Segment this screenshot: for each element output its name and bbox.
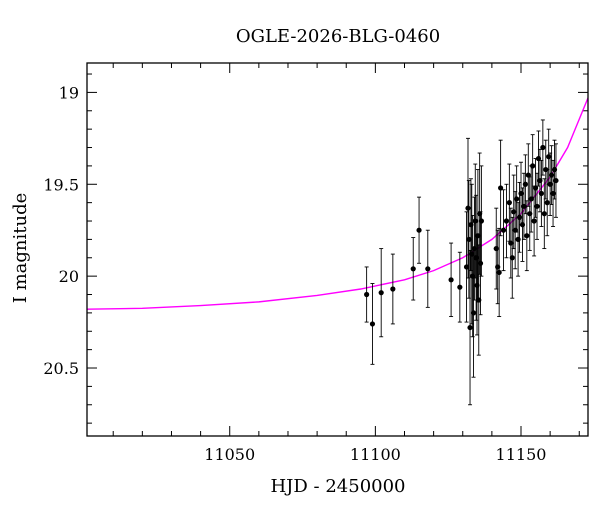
y-tick-label: 20 [59, 267, 79, 286]
data-point [472, 218, 478, 224]
data-point [466, 236, 472, 242]
data-point [544, 200, 550, 206]
data-point [369, 321, 376, 327]
data-point [378, 290, 384, 296]
data-point [498, 185, 504, 191]
data-point [540, 144, 546, 151]
model-curve [87, 97, 588, 310]
data-point [506, 200, 512, 206]
y-axis-label: I magnitude [10, 193, 31, 304]
data-point [514, 196, 520, 202]
data-point [448, 277, 454, 283]
data-point [541, 211, 547, 217]
data-point [465, 205, 471, 211]
data-point [478, 218, 484, 224]
data-point [477, 260, 484, 266]
data-point [364, 291, 370, 298]
x-tick-label: 11100 [350, 445, 401, 464]
data-point [525, 172, 531, 178]
y-tick-label: 19.5 [43, 175, 79, 194]
x-tick-label: 11150 [496, 445, 547, 464]
y-tick-label: 19 [59, 83, 79, 102]
data-point [522, 181, 528, 187]
data-point [410, 266, 416, 272]
data-point [457, 284, 463, 290]
data-point [553, 177, 559, 184]
data-point [467, 324, 473, 331]
data-point [390, 286, 396, 292]
x-tick-label: 11050 [204, 445, 255, 464]
data-point [416, 227, 422, 233]
data-point [503, 218, 510, 224]
plot-frame [86, 62, 589, 437]
data-point [538, 190, 544, 197]
data-point [534, 203, 540, 209]
data-point [524, 233, 530, 239]
data-point [470, 310, 477, 316]
data-point [528, 196, 534, 202]
data-point [500, 227, 507, 233]
data-point [425, 266, 431, 272]
data-point [530, 163, 536, 169]
chart-title: OGLE-2026-BLG-0460 [236, 26, 440, 47]
plot-area: 11050 11100 11150 19 19.5 20 20.5 [43, 63, 588, 464]
data-point [496, 269, 502, 276]
data-point [531, 218, 537, 224]
x-axis-label: HJD - 2450000 [270, 476, 405, 497]
y-tick-label: 20.5 [43, 359, 79, 378]
data-point [509, 255, 515, 261]
